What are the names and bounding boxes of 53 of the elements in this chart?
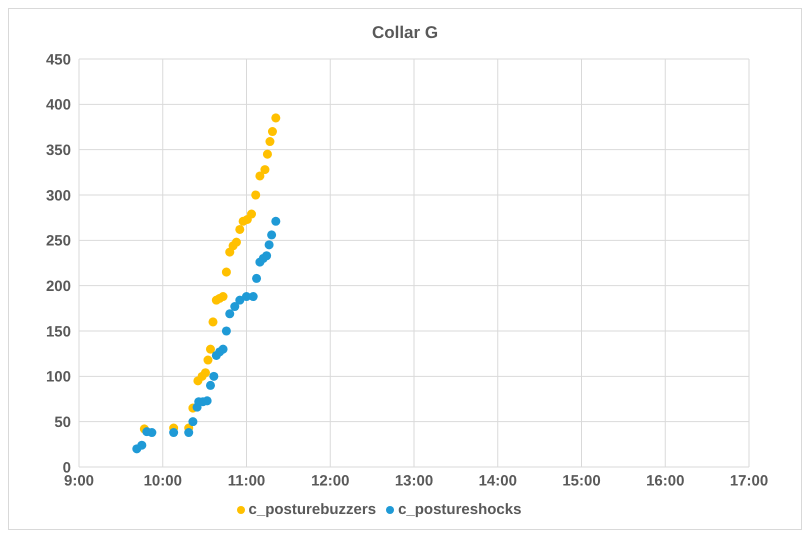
point	[252, 274, 262, 283]
point	[251, 190, 260, 200]
y-tick-label: 50	[54, 414, 71, 431]
y-tick-label: 400	[46, 96, 71, 114]
x-tick-label: 12:00	[311, 472, 350, 490]
point	[206, 380, 215, 390]
y-tick-label: 250	[46, 232, 71, 250]
point	[200, 368, 210, 378]
point	[260, 165, 270, 174]
point	[209, 372, 218, 381]
x-tick-label: 17:00	[730, 472, 768, 490]
x-tick-label: 10:00	[144, 472, 182, 490]
y-tick-label: 150	[46, 323, 71, 340]
point	[184, 428, 194, 438]
point	[235, 224, 244, 234]
y-tick-label: 350	[46, 142, 71, 159]
point	[222, 326, 231, 336]
point	[267, 230, 276, 240]
point	[264, 240, 274, 250]
legend-label: c_posturebuzzers	[248, 501, 376, 518]
chart-title: Collar G	[370, 22, 440, 44]
point	[169, 428, 178, 438]
point	[255, 171, 264, 180]
x-tick-label: 16:00	[646, 472, 684, 490]
point	[232, 238, 241, 247]
point	[265, 137, 274, 146]
point	[222, 268, 231, 277]
point	[208, 317, 218, 326]
point	[203, 356, 212, 365]
x-tick-label: 13:00	[394, 472, 434, 490]
point	[262, 150, 272, 159]
point	[188, 417, 198, 426]
y-tick-label: 300	[46, 187, 71, 204]
legend-label: c_postureshocks	[398, 501, 522, 518]
point	[262, 251, 272, 260]
x-tick-label: 11:00	[228, 472, 266, 490]
point	[235, 296, 244, 305]
point	[218, 344, 228, 354]
y-tick-label: 450	[46, 51, 71, 68]
point	[268, 127, 277, 136]
point	[248, 292, 258, 302]
x-tick-label: 14:00	[478, 472, 517, 490]
point	[230, 302, 240, 312]
point	[247, 210, 256, 219]
point	[218, 292, 228, 302]
point	[137, 440, 146, 450]
point	[206, 344, 215, 354]
point	[271, 113, 280, 122]
point	[271, 216, 280, 226]
point	[225, 309, 234, 318]
y-tick-label: 200	[46, 278, 71, 295]
y-tick-label: 100	[46, 368, 71, 386]
x-tick-label: 15:00	[562, 472, 601, 490]
